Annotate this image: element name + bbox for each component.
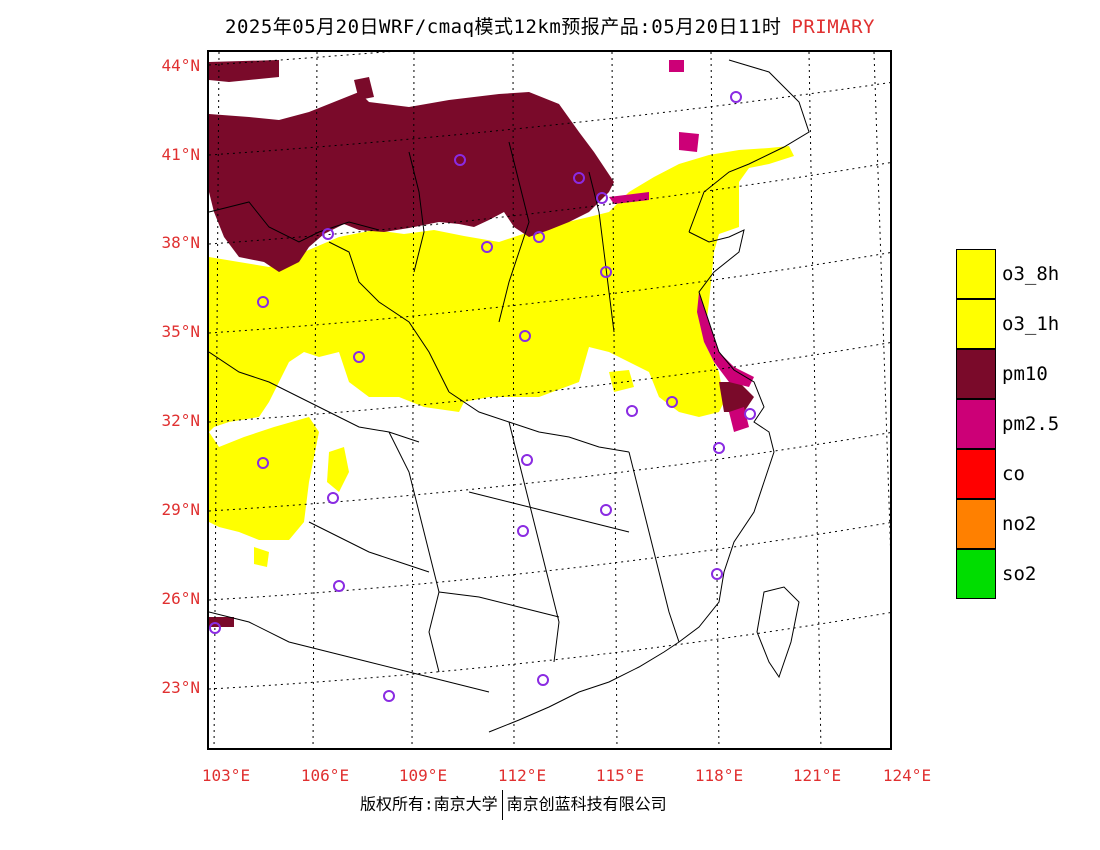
lat-label-41n: 41°N	[161, 145, 200, 164]
legend-item-no2: no2	[956, 499, 1096, 549]
legend-label: co	[1002, 463, 1025, 485]
legend-label: o3_1h	[1002, 313, 1060, 335]
legend-item-so2: so2	[956, 549, 1096, 599]
o3-patch	[609, 370, 634, 392]
footer-separator	[501, 790, 503, 820]
lon-label-124e: 124°E	[882, 766, 932, 785]
o3-region	[209, 146, 794, 540]
legend-swatch	[956, 249, 996, 299]
stations	[209, 91, 756, 702]
lat-label-44n: 44°N	[161, 56, 200, 75]
map-panel	[207, 50, 892, 750]
legend-swatch	[956, 549, 996, 599]
legend-item-o3-8h: o3_8h	[956, 249, 1096, 299]
legend-swatch	[956, 299, 996, 349]
legend-label: no2	[1002, 513, 1037, 535]
title-text: 2025年05月20日WRF/cmaq模式12km预报产品:05月20日11时	[225, 16, 782, 38]
pm10-patch	[719, 382, 754, 412]
primary-pollutant-tag: PRIMARY	[791, 16, 875, 38]
legend-label: pm10	[1002, 363, 1048, 385]
lon-label-109e: 109°E	[398, 766, 448, 785]
legend-label: pm2.5	[1002, 413, 1060, 435]
pm10-patch	[354, 77, 374, 100]
pm25-patch	[609, 192, 649, 204]
pm25-patch	[679, 132, 699, 152]
legend-swatch	[956, 349, 996, 399]
lon-label-118e: 118°E	[694, 766, 744, 785]
lat-label-38n: 38°N	[161, 233, 200, 252]
legend-item-o3-1h: o3_1h	[956, 299, 1096, 349]
lat-label-23n: 23°N	[161, 678, 200, 697]
legend-swatch	[956, 449, 996, 499]
map-canvas	[209, 52, 890, 748]
copyright-footer: 版权所有:南京大学 南京创蓝科技有限公司	[360, 790, 667, 820]
pm25-coast-patch	[697, 292, 754, 387]
legend-swatch	[956, 399, 996, 449]
graticule	[209, 52, 890, 748]
lat-label-29n: 29°N	[161, 500, 200, 519]
lon-label-121e: 121°E	[792, 766, 842, 785]
boundaries	[209, 59, 810, 733]
o3-patch	[254, 547, 269, 567]
o3-patch	[327, 447, 349, 492]
map-title: 2025年05月20日WRF/cmaq模式12km预报产品:05月20日11时 P…	[0, 12, 1100, 39]
legend-item-pm25: pm2.5	[956, 399, 1096, 449]
legend-item-pm10: pm10	[956, 349, 1096, 399]
lon-label-112e: 112°E	[497, 766, 547, 785]
pm25-patch	[729, 407, 749, 432]
pm10-patch	[209, 60, 279, 82]
lon-label-115e: 115°E	[595, 766, 645, 785]
lat-label-26n: 26°N	[161, 589, 200, 608]
pollutant-legend: o3_8h o3_1h pm10 pm2.5 co no2 so2	[956, 249, 1096, 599]
company-text: 南京创蓝科技有限公司	[506, 794, 667, 814]
copyright-text: 版权所有:南京大学	[360, 794, 498, 814]
lat-label-32n: 32°N	[161, 411, 200, 430]
lon-label-106e: 106°E	[300, 766, 350, 785]
legend-swatch	[956, 499, 996, 549]
pm25-patch	[669, 60, 684, 72]
legend-label: so2	[1002, 563, 1037, 585]
lon-label-103e: 103°E	[201, 766, 251, 785]
legend-item-co: co	[956, 449, 1096, 499]
legend-label: o3_8h	[1002, 263, 1060, 285]
pm10-patch	[209, 617, 234, 627]
lat-label-35n: 35°N	[161, 322, 200, 341]
